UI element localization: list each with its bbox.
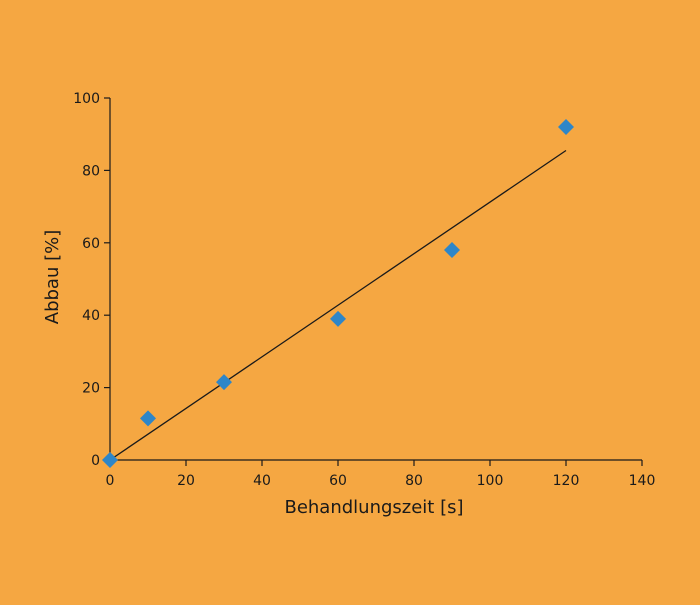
- data-point: [558, 118, 574, 135]
- x-tick-label: 80: [405, 473, 423, 489]
- data-point: [330, 310, 346, 327]
- x-axis-title: Behandlungszeit [s]: [284, 497, 463, 518]
- y-tick-label: 100: [73, 91, 100, 107]
- data-point: [444, 242, 460, 259]
- y-tick-label: 60: [82, 236, 100, 252]
- data-point: [140, 410, 156, 427]
- y-tick-label: 40: [82, 308, 100, 324]
- y-axis-title: Abbau [%]: [42, 230, 63, 324]
- x-tick-label: 140: [629, 473, 656, 489]
- x-tick-label: 0: [106, 473, 115, 489]
- trendline: [109, 149, 567, 461]
- y-tick-label: 20: [82, 381, 100, 397]
- y-tick-label: 0: [91, 453, 100, 469]
- data-points: [102, 118, 574, 468]
- x-tick-label: 20: [177, 473, 195, 489]
- x-tick-label: 60: [329, 473, 347, 489]
- axes: [109, 98, 642, 461]
- x-tick-label: 120: [553, 473, 580, 489]
- x-tick-label: 100: [477, 473, 504, 489]
- x-tick-label: 40: [253, 473, 271, 489]
- trendline-layer: [109, 149, 567, 461]
- ticks: 0 20 40 60 80 100 120 140 0 20 40 60 80 100: [73, 91, 655, 489]
- data-point: [216, 374, 232, 391]
- y-tick-label: 80: [82, 163, 100, 179]
- data-point: [102, 452, 118, 468]
